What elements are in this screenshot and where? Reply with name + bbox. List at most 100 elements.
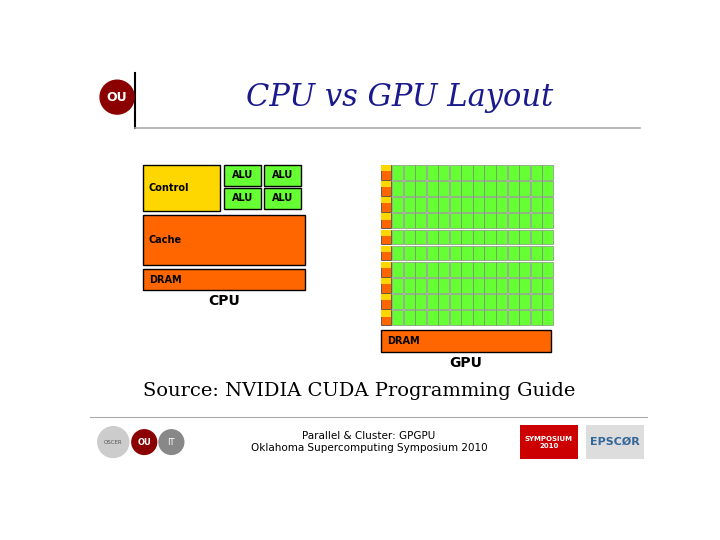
Bar xyxy=(473,262,484,276)
Text: EPSCØR: EPSCØR xyxy=(590,437,639,447)
Text: DRAM: DRAM xyxy=(387,336,420,346)
Bar xyxy=(381,278,392,284)
Bar xyxy=(508,197,518,212)
Bar xyxy=(381,310,392,325)
Bar xyxy=(508,294,518,309)
Bar xyxy=(392,246,403,260)
Bar xyxy=(381,165,392,171)
Bar xyxy=(508,246,518,260)
Bar xyxy=(392,165,403,179)
Bar xyxy=(438,246,449,260)
Bar xyxy=(519,165,530,179)
Bar xyxy=(508,181,518,195)
Bar xyxy=(438,310,449,325)
Bar xyxy=(485,197,495,212)
Bar xyxy=(381,230,392,244)
Circle shape xyxy=(98,427,129,457)
Bar xyxy=(519,262,530,276)
Circle shape xyxy=(159,430,184,455)
Bar xyxy=(404,165,415,179)
Bar xyxy=(427,310,438,325)
Bar xyxy=(462,197,472,212)
Bar xyxy=(415,262,426,276)
Bar xyxy=(531,278,541,293)
Bar xyxy=(450,310,461,325)
Bar xyxy=(485,262,495,276)
Bar xyxy=(508,213,518,228)
Text: OU: OU xyxy=(138,437,151,447)
Bar xyxy=(542,165,553,179)
Bar xyxy=(508,262,518,276)
Bar xyxy=(531,181,541,195)
Bar xyxy=(496,262,507,276)
Bar xyxy=(542,230,553,244)
Bar xyxy=(531,230,541,244)
Text: ALU: ALU xyxy=(232,170,253,180)
Bar xyxy=(381,262,392,276)
Bar xyxy=(496,310,507,325)
Bar xyxy=(450,197,461,212)
Bar xyxy=(508,310,518,325)
Bar xyxy=(392,262,403,276)
Bar xyxy=(462,294,472,309)
Bar xyxy=(473,197,484,212)
Bar xyxy=(519,278,530,293)
Text: IT: IT xyxy=(168,437,175,447)
Bar xyxy=(392,197,403,212)
Bar xyxy=(508,278,518,293)
Bar xyxy=(485,294,495,309)
Bar xyxy=(427,246,438,260)
Bar xyxy=(450,181,461,195)
Bar xyxy=(264,188,301,209)
Bar xyxy=(485,230,495,244)
Bar xyxy=(519,197,530,212)
Bar xyxy=(542,262,553,276)
Bar xyxy=(404,230,415,244)
Bar xyxy=(381,213,392,228)
Bar xyxy=(485,246,495,260)
Text: ALU: ALU xyxy=(271,170,293,180)
Text: GPU: GPU xyxy=(449,356,482,370)
Bar xyxy=(381,310,392,316)
Bar xyxy=(531,262,541,276)
Text: OU: OU xyxy=(107,91,127,104)
Bar xyxy=(415,181,426,195)
Text: Parallel & Cluster: GPGPU
Oklahoma Supercomputing Symposium 2010: Parallel & Cluster: GPGPU Oklahoma Super… xyxy=(251,431,487,453)
Bar xyxy=(415,310,426,325)
Text: DRAM: DRAM xyxy=(149,275,181,285)
Bar xyxy=(462,246,472,260)
Bar xyxy=(404,246,415,260)
Bar xyxy=(224,188,261,209)
Bar xyxy=(496,181,507,195)
Bar xyxy=(438,197,449,212)
Bar xyxy=(485,213,495,228)
Text: ALU: ALU xyxy=(232,193,253,204)
Bar xyxy=(381,262,392,268)
Bar xyxy=(438,165,449,179)
Bar xyxy=(427,262,438,276)
Bar xyxy=(404,197,415,212)
Bar xyxy=(496,165,507,179)
Bar xyxy=(485,278,495,293)
Text: Control: Control xyxy=(149,183,189,193)
Bar xyxy=(450,246,461,260)
Bar xyxy=(381,330,551,352)
Bar xyxy=(264,165,301,186)
Bar xyxy=(531,294,541,309)
Bar xyxy=(404,262,415,276)
Bar xyxy=(473,278,484,293)
Bar xyxy=(392,294,403,309)
Bar xyxy=(415,294,426,309)
Bar xyxy=(450,294,461,309)
Bar xyxy=(392,181,403,195)
Bar xyxy=(485,165,495,179)
Bar xyxy=(450,230,461,244)
Bar xyxy=(415,165,426,179)
Bar xyxy=(473,181,484,195)
Bar xyxy=(586,425,644,459)
Bar xyxy=(496,230,507,244)
Bar xyxy=(473,165,484,179)
Bar xyxy=(381,165,392,179)
Bar xyxy=(427,181,438,195)
Bar xyxy=(519,181,530,195)
